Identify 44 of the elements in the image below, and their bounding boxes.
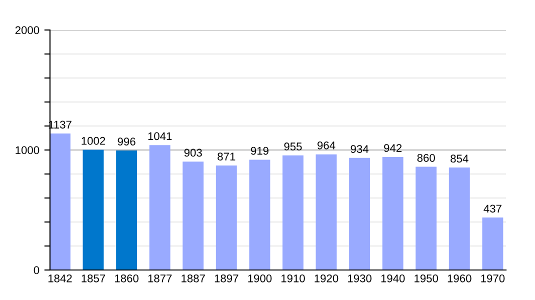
bar: [116, 150, 138, 270]
y-tick-label: 0: [34, 266, 40, 274]
y-tick-label: 1000: [16, 146, 40, 154]
x-tick-label: 1950: [414, 274, 438, 282]
bar: [50, 134, 70, 270]
x-tick-label: 1857: [82, 274, 106, 282]
x-tick-label: 1930: [348, 274, 372, 282]
x-tick-label: 1920: [314, 274, 338, 282]
x-tick-label: 1877: [148, 274, 172, 282]
x-tick-label: 1910: [281, 274, 305, 282]
data-label: 860: [417, 154, 435, 162]
x-tick-label: 1842: [48, 274, 72, 282]
bar: [149, 145, 170, 270]
bar: [182, 162, 204, 270]
bar: [249, 160, 270, 270]
bar: [482, 218, 504, 270]
bar: [416, 166, 437, 270]
data-label: 871: [218, 152, 236, 161]
bar: [82, 150, 104, 270]
data-label: 919: [250, 146, 268, 155]
bar: [282, 155, 304, 270]
x-tick-label: 1970: [481, 274, 505, 282]
data-label: 1041: [148, 132, 172, 140]
bar: [382, 156, 404, 270]
data-label: 942: [384, 144, 402, 152]
data-label: 955: [284, 142, 302, 150]
bar: [448, 168, 470, 270]
x-tick-label: 1887: [182, 274, 205, 282]
y-tick-label: 2000: [15, 26, 40, 34]
data-label: 854: [450, 154, 468, 163]
data-label: 1002: [82, 136, 106, 145]
bar: [216, 165, 237, 270]
data-label: 964: [318, 141, 336, 150]
x-tick-label: 1860: [115, 274, 138, 282]
x-tick-label: 1900: [248, 274, 272, 282]
bar: [349, 158, 370, 270]
x-tick-label: 1940: [381, 274, 405, 282]
x-tick-label: 1960: [448, 274, 472, 282]
data-label: 903: [184, 148, 202, 157]
bar: [316, 154, 337, 270]
x-tick-label: 1897: [214, 274, 238, 282]
data-label: 934: [350, 145, 368, 153]
data-label: 996: [118, 138, 136, 146]
data-label: 437: [484, 204, 502, 213]
